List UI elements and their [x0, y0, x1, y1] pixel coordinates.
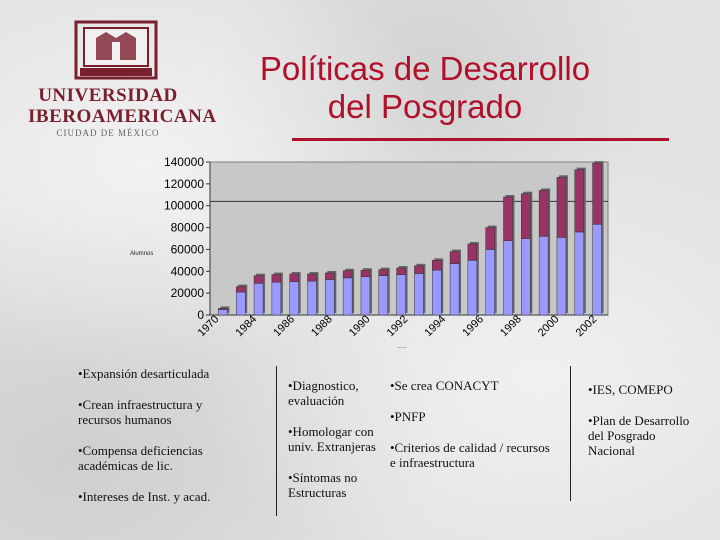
col3-item-3: •Criterios de calidad / recursos e infra… [390, 440, 550, 470]
column-divider-2 [570, 366, 571, 501]
bar-segment-bottom [289, 281, 299, 316]
bar-segment-bottom [503, 240, 513, 316]
y-tick-label: 120000 [164, 177, 204, 191]
bar-segment-bottom [449, 263, 460, 316]
y-tick-label: 140000 [164, 155, 204, 169]
bar-segment-top [467, 243, 478, 261]
bar-segment-top [360, 269, 371, 277]
bar-segment-bottom [307, 280, 317, 316]
bar-segment-top [485, 227, 495, 250]
bar-segment-bottom [556, 237, 567, 316]
bar-segment-bottom [414, 273, 424, 316]
bar-segment-top [521, 193, 531, 239]
bar-segment-bottom [574, 231, 585, 316]
x-tick-label: 1988 [309, 313, 335, 339]
bar-segment-bottom [521, 238, 531, 316]
bar-segment-top [396, 267, 406, 275]
bar-segment-top [289, 273, 299, 282]
y-tick-label: 60000 [171, 242, 205, 256]
bar-segment-top [325, 272, 335, 280]
x-tick-label: 1998 [498, 313, 524, 339]
bar-segment-top [253, 275, 264, 284]
bar-segment-bottom [342, 277, 353, 316]
title-line1: Políticas de Desarrollo [259, 50, 591, 87]
bar-segment-bottom [218, 309, 228, 316]
col2-item-3: •Síntomas no Estructuras [288, 470, 358, 500]
university-city: CIUDAD DE MÉXICO [56, 128, 160, 138]
x-tick-label: 1996 [460, 313, 486, 339]
bar-segment-top [342, 270, 353, 279]
column-3: •Se crea CONACYT •PNFP •Criterios de cal… [390, 378, 550, 486]
bar-segment-bottom [253, 283, 264, 316]
col3-item-2: •PNFP [390, 409, 426, 424]
bar-segment-bottom [467, 260, 478, 316]
bar-segment-bottom [235, 291, 246, 316]
bar-segment-top [503, 196, 513, 241]
x-tick-label: 1984 [233, 313, 259, 339]
bar-segment-bottom [271, 281, 282, 316]
y-axis-label: Alumnos [130, 251, 153, 257]
x-tick-label: 1990 [347, 313, 373, 339]
chart-note: ….. [397, 344, 407, 350]
bar-segment-top [556, 177, 567, 238]
y-tick-label: 40000 [171, 264, 205, 278]
bar-segment-bottom [360, 276, 371, 316]
bar-segment-bottom [378, 275, 389, 316]
bar-segment-top [271, 274, 282, 283]
bar-segment-bottom [592, 224, 602, 316]
bar-segment-top [449, 251, 460, 264]
bar-segment-bottom [538, 236, 549, 316]
x-tick-label: 1992 [385, 313, 411, 339]
x-tick-label: 2000 [536, 313, 562, 339]
y-tick-label: 80000 [171, 221, 205, 235]
crest-icon [74, 20, 158, 80]
title-line2: del Posgrado [327, 88, 523, 125]
col4-item-1: •IES, COMEPO [588, 382, 673, 397]
bar-segment-bottom [485, 249, 495, 316]
university-name-line1: UNIVERSIDAD [38, 85, 178, 106]
col2-item-1: •Diagnostico, evaluación [288, 378, 359, 408]
bar-segment-top [592, 162, 602, 225]
y-tick-label: 0 [197, 308, 204, 322]
bar-segment-top [538, 190, 549, 237]
x-tick-label: 2002 [574, 313, 600, 339]
bar-segment-top [431, 260, 442, 271]
col1-item-2: •Crean infraestructura y recursos humano… [78, 397, 203, 427]
col3-item-1: •Se crea CONACYT [390, 378, 499, 393]
x-tick-label: 1994 [422, 313, 448, 339]
bar-segment-top [235, 286, 246, 293]
title-underline [292, 138, 669, 141]
col2-item-2: •Homologar con univ. Extranjeras [288, 424, 376, 454]
slide-title: Políticas de Desarrollo del Posgrado [190, 50, 660, 126]
col1-item-3: •Compensa deficiencias académicas de lic… [78, 443, 203, 473]
col4-item-2: •Plan de Desarrollo del Posgrado Naciona… [588, 413, 690, 458]
column-2: •Diagnostico, evaluación •Homologar con … [288, 378, 383, 516]
bar-segment-bottom [396, 274, 406, 316]
col1-item-1: •Expansión desarticulada [78, 366, 210, 381]
x-tick-label: 1986 [271, 313, 297, 339]
column-4: •IES, COMEPO •Plan de Desarrollo del Pos… [588, 382, 703, 474]
bar-segment-bottom [325, 279, 335, 316]
bar-segment-top [574, 169, 585, 233]
bar-segment-top [414, 265, 424, 274]
university-name-line2: IBEROAMERICANA [28, 106, 217, 127]
bar-segment-top [307, 273, 317, 282]
bar-segment-bottom [431, 269, 442, 316]
bar-segment-top [218, 308, 228, 310]
column-divider-1 [276, 366, 277, 516]
enrollment-bar-chart: 0 20000 40000 60000 80000 100000 120000 140000 A… [130, 155, 609, 350]
bar-segment-top [378, 269, 389, 276]
column-1: •Expansión desarticulada •Crean infraest… [78, 366, 228, 520]
y-tick-label: 100000 [164, 199, 204, 213]
y-tick-label: 20000 [171, 286, 205, 300]
university-logo: UNIVERSIDAD IBEROAMERICANA CIUDAD DE MÉX… [28, 12, 217, 142]
col1-item-4: •Intereses de Inst. y acad. [78, 489, 211, 504]
